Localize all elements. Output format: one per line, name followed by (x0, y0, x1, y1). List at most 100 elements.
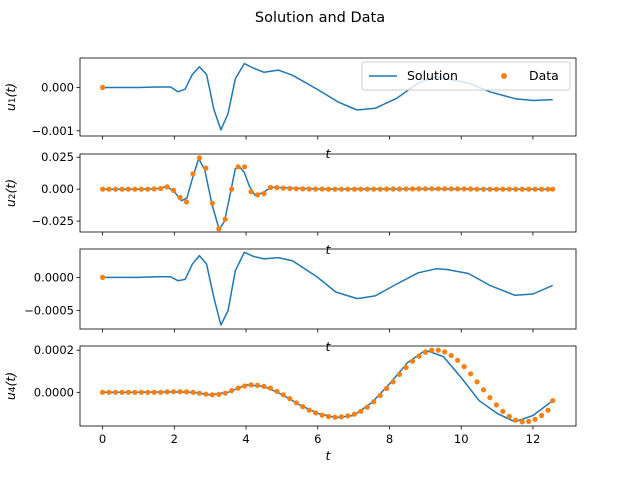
data-point-41 (364, 186, 370, 192)
data-point-23 (248, 382, 254, 388)
data-point-57 (468, 186, 474, 192)
data-point-55 (455, 357, 461, 363)
data-point-23 (248, 189, 254, 195)
x-axis-label: t (326, 242, 332, 257)
data-point-8 (151, 186, 157, 192)
data-point-15 (196, 155, 202, 161)
data-point-20 (229, 388, 235, 394)
data-point-69 (545, 407, 551, 413)
data-point-52 (435, 186, 441, 192)
data-point-11 (171, 389, 177, 395)
y-tick-label-0: −0.001 (31, 124, 74, 138)
data-point-12 (177, 194, 183, 201)
y-tick-label-1: 0.000 (41, 80, 74, 94)
data-point-5 (132, 389, 138, 395)
data-point-46 (396, 186, 403, 192)
data-point-13 (183, 199, 190, 205)
data-point-30 (293, 186, 299, 192)
data-point-60 (487, 395, 493, 401)
x-tick-label-12: 12 (526, 432, 541, 446)
data-point-25 (261, 191, 267, 197)
data-point-9 (158, 389, 164, 395)
data-point-58 (474, 379, 480, 385)
x-axis-label: t (326, 146, 332, 161)
data-point-35 (325, 186, 332, 192)
x-tick-label-4: 4 (242, 432, 249, 446)
data-point-4 (125, 186, 131, 192)
data-point-48 (409, 186, 416, 192)
data-point-53 (442, 186, 448, 192)
data-point-69 (545, 186, 551, 192)
data-point-18 (216, 226, 222, 232)
subplot-3: −0.0005 0.0000 t (24, 248, 577, 354)
data-point-1 (106, 389, 112, 395)
data-point-53 (442, 349, 448, 355)
data-point-31 (300, 404, 306, 410)
data-point-17 (209, 392, 215, 398)
data-point-51 (429, 186, 435, 192)
data-point-26 (267, 184, 273, 191)
data-point-32 (306, 407, 312, 413)
data-point-50 (422, 186, 428, 192)
data-point-25 (261, 383, 267, 389)
data-point-59 (480, 387, 487, 393)
data-point-11 (171, 187, 177, 193)
data-point-52 (435, 347, 441, 353)
data-point-21 (235, 385, 241, 391)
data-point-34 (319, 186, 325, 192)
data-point-68 (539, 412, 545, 419)
x-axis-label: t (326, 448, 332, 463)
data-point-2 (112, 389, 119, 395)
data-point-37 (338, 414, 344, 420)
data-point-68 (539, 186, 545, 192)
x-tick-label-0: 0 (99, 432, 106, 446)
data-point-5 (132, 186, 138, 192)
data-point-22 (242, 164, 248, 170)
data-point-63 (506, 413, 512, 420)
data-point-45 (390, 379, 396, 385)
data-point-7 (145, 186, 151, 192)
data-point-45 (390, 186, 396, 192)
data-point-65 (519, 186, 525, 192)
y-tick-label-2: 0.025 (41, 150, 74, 164)
data-point-15 (196, 390, 202, 396)
legend-box (361, 61, 571, 91)
data-point-42 (371, 186, 377, 192)
data-point-17 (209, 200, 215, 206)
data-point-40 (358, 408, 364, 414)
y-tick-label-0: −0.025 (31, 214, 74, 228)
data-point-49 (416, 186, 422, 192)
legend-data-swatch (501, 73, 507, 79)
y-tick-label-0: −0.0005 (24, 303, 74, 317)
data-point-43 (377, 392, 383, 399)
data-point-46 (396, 371, 403, 377)
data-point-61 (493, 402, 499, 408)
legend: Solution Data (361, 61, 571, 91)
x-axis-label: t (326, 339, 332, 354)
data-point-37 (338, 186, 344, 192)
figure-title: Solution and Data (255, 10, 385, 26)
data-point-70 (550, 186, 556, 192)
data-point-47 (403, 186, 409, 192)
data-point-36 (332, 414, 338, 420)
data-point-43 (377, 186, 383, 192)
data-point-56 (461, 364, 467, 370)
data-point-61 (493, 186, 499, 192)
legend-data-label: Data (529, 68, 559, 83)
data-point-0 (100, 389, 106, 395)
data-point-10 (164, 389, 170, 395)
data-point-6 (138, 389, 144, 395)
solution-line (102, 251, 554, 326)
data-point-33 (313, 186, 319, 192)
data-point-0 (100, 84, 106, 91)
data-point-19 (222, 390, 228, 396)
data-point-21 (235, 164, 241, 170)
data-point-50 (422, 349, 428, 355)
data-point-56 (461, 186, 467, 192)
data-point-2 (112, 186, 119, 192)
data-point-63 (506, 186, 512, 192)
data-point-39 (351, 411, 357, 417)
data-point-54 (448, 186, 454, 192)
data-point-41 (364, 404, 370, 410)
